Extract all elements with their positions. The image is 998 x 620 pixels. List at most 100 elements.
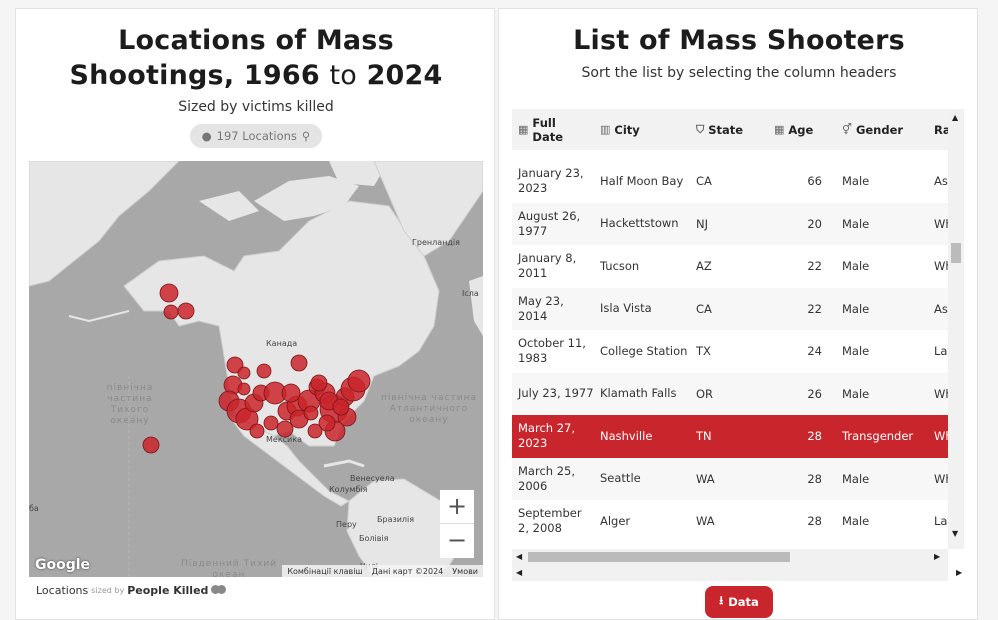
cell-gender: Male xyxy=(842,174,870,189)
shooting-location-marker[interactable] xyxy=(307,423,323,439)
shooting-location-marker[interactable] xyxy=(249,423,265,439)
cell-state: WA xyxy=(696,514,715,529)
shooting-location-marker[interactable] xyxy=(226,356,244,374)
shooting-location-marker[interactable] xyxy=(347,369,371,393)
column-label: Gender xyxy=(855,122,904,137)
column-header-age[interactable]: ▦ Age xyxy=(768,109,836,150)
shooting-location-marker[interactable] xyxy=(256,363,272,379)
cell-date: January 23, 2023 xyxy=(518,166,584,196)
horizontal-scrollbar[interactable]: ◀ ▶ xyxy=(512,549,948,565)
cell-gender: Male xyxy=(842,344,870,359)
map-label-iceland: Ісла xyxy=(462,289,479,298)
column-header-state[interactable]: ⛉ State xyxy=(690,109,768,150)
table-row[interactable]: August 26, 1977 Hackettstown NJ 20 Male Wh xyxy=(512,202,948,245)
vertical-scrollbar[interactable]: ▲ ▼ xyxy=(948,109,964,549)
column-label: Age xyxy=(788,122,814,137)
cell-age: 20 xyxy=(807,216,822,231)
scroll-up-arrow-icon[interactable]: ▲ xyxy=(952,113,959,122)
cell-date: July 23, 1977 xyxy=(518,386,594,401)
map-label-colombia: Колумбія xyxy=(329,485,368,494)
shooting-location-marker[interactable] xyxy=(177,302,195,320)
shooting-location-marker[interactable] xyxy=(159,283,179,303)
map-title-line2-end: 2024 xyxy=(366,60,443,91)
column-header-city[interactable]: ▥ City xyxy=(594,109,690,150)
cell-state: CA xyxy=(696,174,712,189)
cell-race: Wh xyxy=(934,386,948,401)
terms-link[interactable]: Умови xyxy=(452,566,478,576)
cell-race: Asi xyxy=(934,174,948,189)
shooting-location-marker[interactable] xyxy=(303,405,319,421)
map-viewport[interactable]: Гренландія Ісла Канада Мексика Венесуела… xyxy=(29,161,483,577)
table-row[interactable]: January 23, 2023 Half Moon Bay CA 66 Male Asi xyxy=(512,160,948,203)
cell-age: 24 xyxy=(807,344,822,359)
horizontal-scrollbar-outer[interactable]: ◀ ▶ xyxy=(512,565,962,581)
city-icon: ▥ xyxy=(600,123,611,136)
ocean-label-north-atlantic: північна частина Атлантичного океану xyxy=(381,393,477,425)
shield-icon: ⛉ xyxy=(696,122,705,136)
cell-city: Half Moon Bay xyxy=(600,173,684,188)
shooting-location-marker[interactable] xyxy=(290,354,308,372)
scroll-right-arrow-icon[interactable]: ▶ xyxy=(934,552,941,561)
scroll-left-arrow-icon[interactable]: ◀ xyxy=(516,568,523,577)
cell-age: 28 xyxy=(807,514,822,529)
legend-sized-by: sized by xyxy=(91,586,125,595)
column-label: City xyxy=(614,122,640,137)
map-label-mexico: Мексика xyxy=(266,435,302,444)
column-header-gender[interactable]: ⚥ Gender xyxy=(836,109,928,150)
table-row[interactable]: March 25, 2006 Seattle WA 28 Male Wh xyxy=(512,457,948,500)
column-header-full-date[interactable]: ▦ Full Date xyxy=(512,109,594,150)
zoom-out-button[interactable]: − xyxy=(440,524,474,558)
map-label-bolivia: Болівія xyxy=(359,534,389,543)
shooting-location-marker[interactable] xyxy=(263,415,279,431)
shooting-location-marker[interactable] xyxy=(310,374,328,392)
cell-state: AZ xyxy=(696,259,712,274)
table-row[interactable]: May 23, 2014 Isla Vista CA 22 Male Asi xyxy=(512,287,948,330)
table-row[interactable]: March 27, 2023 Nashville TN 28 Transgender Wh xyxy=(512,415,948,458)
locations-count: 197 Locations xyxy=(216,129,297,143)
cell-city: College Station xyxy=(600,343,688,358)
map-title-to: to xyxy=(329,60,357,91)
map-label-brazil: Бразилія xyxy=(377,515,415,524)
table-row[interactable]: October 11, 1983 College Station TX 24 Male L… xyxy=(512,330,948,373)
cell-city: Isla Vista xyxy=(600,301,652,316)
shooting-location-marker[interactable] xyxy=(276,420,294,438)
cell-race: Lat xyxy=(934,344,948,359)
map-title: Locations of Mass Shootings, 1966 to 202… xyxy=(16,23,496,93)
cell-race: Wh xyxy=(934,216,948,231)
locations-search-pill[interactable]: ● 197 Locations ⚲ xyxy=(190,124,322,148)
shooting-location-marker[interactable] xyxy=(237,382,251,396)
data-button-label: Data xyxy=(728,595,759,609)
scroll-left-arrow-icon[interactable]: ◀ xyxy=(516,552,523,561)
map-title-line1: Locations of Mass xyxy=(118,25,394,56)
shooters-table[interactable]: ▦ Full Date ▥ City ⛉ State ▦ Age ⚥ Gende… xyxy=(512,109,964,584)
cell-gender: Male xyxy=(842,386,870,401)
cell-date: August 26, 1977 xyxy=(518,208,581,238)
map-title-line2-start: Shootings, 1966 xyxy=(69,60,320,91)
scroll-down-arrow-icon[interactable]: ▼ xyxy=(952,529,959,538)
shooting-location-marker[interactable] xyxy=(332,398,350,416)
shooting-location-marker[interactable] xyxy=(318,414,336,432)
map-label-venezuela: Венесуела xyxy=(350,474,395,483)
shooting-markers-layer xyxy=(142,283,371,454)
download-icon: ⭳ xyxy=(719,592,724,607)
table-row[interactable]: January 8, 2011 Tucson AZ 22 Male Wh xyxy=(512,245,948,288)
horizontal-scroll-thumb[interactable] xyxy=(528,552,790,562)
download-data-button[interactable]: ⭳ Data xyxy=(705,586,773,618)
shooting-location-marker[interactable] xyxy=(163,304,179,320)
cell-city: Tucson xyxy=(600,258,640,273)
cell-city: Seattle xyxy=(600,471,641,486)
column-header-race[interactable]: Rac xyxy=(928,109,957,150)
keyboard-shortcuts-link[interactable]: Комбінації клавіш xyxy=(287,566,363,576)
list-panel: List of Mass Shooters Sort the list by s… xyxy=(498,8,978,620)
map-legend: Locations sized by People Killed xyxy=(36,584,227,597)
shooting-location-marker[interactable] xyxy=(281,383,301,403)
vertical-scroll-thumb[interactable] xyxy=(951,243,961,263)
cell-age: 26 xyxy=(807,386,822,401)
table-row[interactable]: July 23, 1977 Klamath Falls OR 26 Male Wh xyxy=(512,372,948,415)
shooting-location-marker[interactable] xyxy=(142,436,160,454)
table-row[interactable]: September 2, 2008 Alger WA 28 Male Lat xyxy=(512,500,948,543)
cell-date: September 2, 2008 xyxy=(518,506,582,536)
scroll-right-arrow-icon[interactable]: ▶ xyxy=(956,568,963,577)
shooting-location-marker[interactable] xyxy=(237,366,251,380)
zoom-in-button[interactable]: + xyxy=(440,490,474,524)
